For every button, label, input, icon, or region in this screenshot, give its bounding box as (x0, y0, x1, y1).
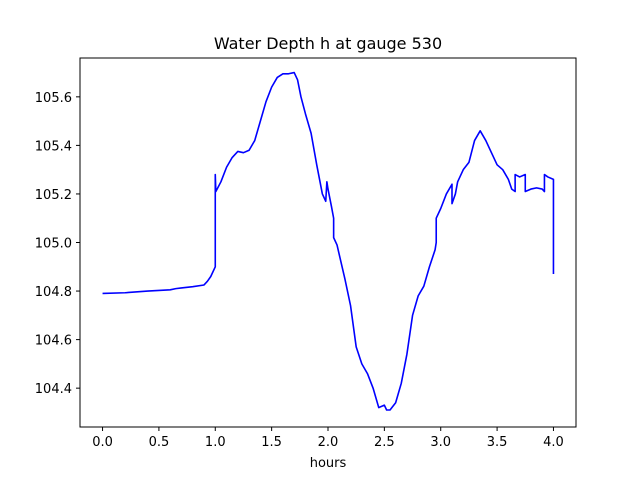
x-tick-label: 0.0 (92, 435, 113, 450)
y-tick-label: 104.8 (35, 285, 72, 300)
y-axis: 104.4 104.6 104.8 105.0 105.2 105.4 105.6 (35, 91, 80, 397)
y-tick-label: 104.4 (35, 382, 72, 397)
x-tick-label: 3.0 (430, 435, 451, 450)
y-tick-label: 105.0 (35, 237, 72, 252)
x-tick-label: 3.5 (487, 435, 508, 450)
chart-title: Water Depth h at gauge 530 (214, 34, 442, 53)
x-tick-label: 2.0 (318, 435, 339, 450)
x-tick-label: 4.0 (543, 435, 564, 450)
x-axis-label: hours (310, 456, 347, 471)
x-tick-label: 1.0 (205, 435, 226, 450)
x-tick-label: 1.5 (261, 435, 282, 450)
plot-frame (79, 57, 577, 428)
y-tick-label: 105.4 (35, 139, 72, 154)
x-axis: 0.0 0.5 1.0 1.5 2.0 2.5 3.0 3.5 4.0 (92, 427, 564, 450)
series-line (102, 71, 555, 411)
plot-area (102, 71, 555, 411)
y-tick-label: 105.2 (35, 188, 72, 203)
x-tick-label: 2.5 (374, 435, 395, 450)
y-tick-label: 104.6 (35, 334, 72, 349)
x-tick-label: 0.5 (149, 435, 170, 450)
y-tick-label: 105.6 (35, 91, 72, 106)
